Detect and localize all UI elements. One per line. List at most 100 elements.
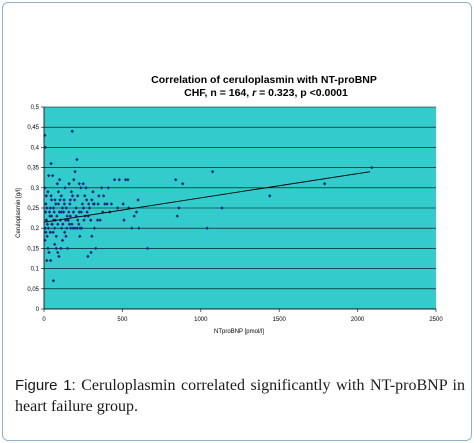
data-point xyxy=(43,145,47,150)
data-point xyxy=(45,258,49,263)
x-tick-label: 500 xyxy=(117,317,128,323)
data-point xyxy=(67,210,71,214)
data-point xyxy=(123,178,128,182)
data-point xyxy=(43,133,47,137)
data-point xyxy=(57,254,61,259)
data-point xyxy=(60,238,65,243)
data-point xyxy=(44,230,48,234)
y-tick-label: 0,5 xyxy=(31,105,40,111)
data-point xyxy=(45,222,50,226)
data-point xyxy=(70,222,74,226)
data-point xyxy=(109,202,114,206)
data-point xyxy=(68,202,72,206)
data-point xyxy=(220,206,224,210)
data-point xyxy=(98,218,102,222)
data-point xyxy=(55,182,60,186)
data-point xyxy=(43,210,48,214)
data-point xyxy=(86,202,91,206)
data-point xyxy=(53,198,57,202)
data-point xyxy=(90,234,94,238)
data-point xyxy=(51,206,56,210)
data-point xyxy=(84,186,88,190)
data-point xyxy=(90,198,94,202)
data-point xyxy=(70,194,75,198)
data-point xyxy=(65,226,69,230)
data-point xyxy=(59,194,63,198)
data-point xyxy=(52,210,56,214)
data-point xyxy=(79,226,84,230)
x-tick-label: 2000 xyxy=(351,317,365,323)
data-point xyxy=(44,194,49,198)
chart-title: Correlation of ceruloplasmin with NT-pro… xyxy=(151,74,377,86)
data-point xyxy=(86,254,90,259)
x-tick-label: 1500 xyxy=(273,317,287,323)
data-point xyxy=(44,218,49,222)
x-axis-ticks: 0 500 1000 1500 2000 2500 xyxy=(42,309,443,323)
data-point xyxy=(96,202,100,206)
y-tick-label: 0,05 xyxy=(27,287,39,293)
data-point xyxy=(67,182,71,186)
x-axis-label: NTproBNP [pmol/l] xyxy=(214,329,264,335)
data-point xyxy=(50,222,54,226)
data-point xyxy=(72,178,76,182)
data-point xyxy=(74,206,78,210)
data-point xyxy=(106,186,110,190)
data-point xyxy=(46,226,51,230)
data-point xyxy=(81,206,86,210)
data-point xyxy=(80,202,85,206)
data-point xyxy=(68,198,73,202)
y-tick-label: 0,35 xyxy=(27,166,39,172)
y-tick-label: 0,1 xyxy=(31,267,40,273)
data-point xyxy=(75,157,79,162)
data-point xyxy=(134,210,139,214)
data-point xyxy=(76,194,80,198)
data-point xyxy=(59,226,64,230)
data-point xyxy=(45,234,49,238)
data-point xyxy=(62,202,67,206)
data-point xyxy=(49,194,53,198)
data-point xyxy=(210,169,215,174)
caption-label: Figure 1: xyxy=(15,377,76,394)
figure-caption: Figure 1: Ceruloplasmin correlated signi… xyxy=(15,375,465,417)
data-point xyxy=(75,226,79,230)
data-point xyxy=(43,238,47,243)
data-point xyxy=(175,214,179,218)
data-point xyxy=(79,186,83,190)
data-point xyxy=(101,194,106,198)
data-point xyxy=(91,190,95,194)
data-point xyxy=(62,230,67,234)
data-point xyxy=(60,206,65,210)
data-point xyxy=(137,226,141,230)
data-point xyxy=(68,226,73,230)
data-point xyxy=(55,214,59,218)
y-axis-label: Ceruloplasmin [g/l] xyxy=(16,188,22,238)
data-point xyxy=(132,214,136,218)
data-point xyxy=(48,206,52,210)
chart-subtitle: CHF, n = 164, r = 0.323, p <0.0001 xyxy=(184,87,348,99)
data-point xyxy=(47,173,51,178)
y-tick-label: 0,15 xyxy=(27,246,39,252)
data-point xyxy=(50,173,55,178)
data-point xyxy=(64,234,68,238)
data-point xyxy=(43,186,47,190)
data-point xyxy=(51,230,55,234)
x-tick-label: 2500 xyxy=(429,317,443,323)
data-point xyxy=(63,186,67,190)
data-point xyxy=(77,210,81,214)
data-point xyxy=(46,246,50,251)
y-tick-label: 0,25 xyxy=(27,206,39,212)
data-point xyxy=(91,202,96,206)
data-point xyxy=(68,214,73,218)
data-point xyxy=(73,169,77,174)
chart-area: Correlation of ceruloplasmin with NT-pro… xyxy=(3,3,474,363)
data-point xyxy=(89,250,93,255)
data-point xyxy=(95,218,100,222)
data-point xyxy=(112,178,117,182)
data-point xyxy=(181,182,185,186)
y-tick-label: 0,2 xyxy=(31,226,40,232)
data-point xyxy=(100,186,104,190)
data-point xyxy=(130,226,134,230)
data-point xyxy=(85,210,89,214)
data-point xyxy=(77,182,81,186)
data-point xyxy=(78,234,82,238)
